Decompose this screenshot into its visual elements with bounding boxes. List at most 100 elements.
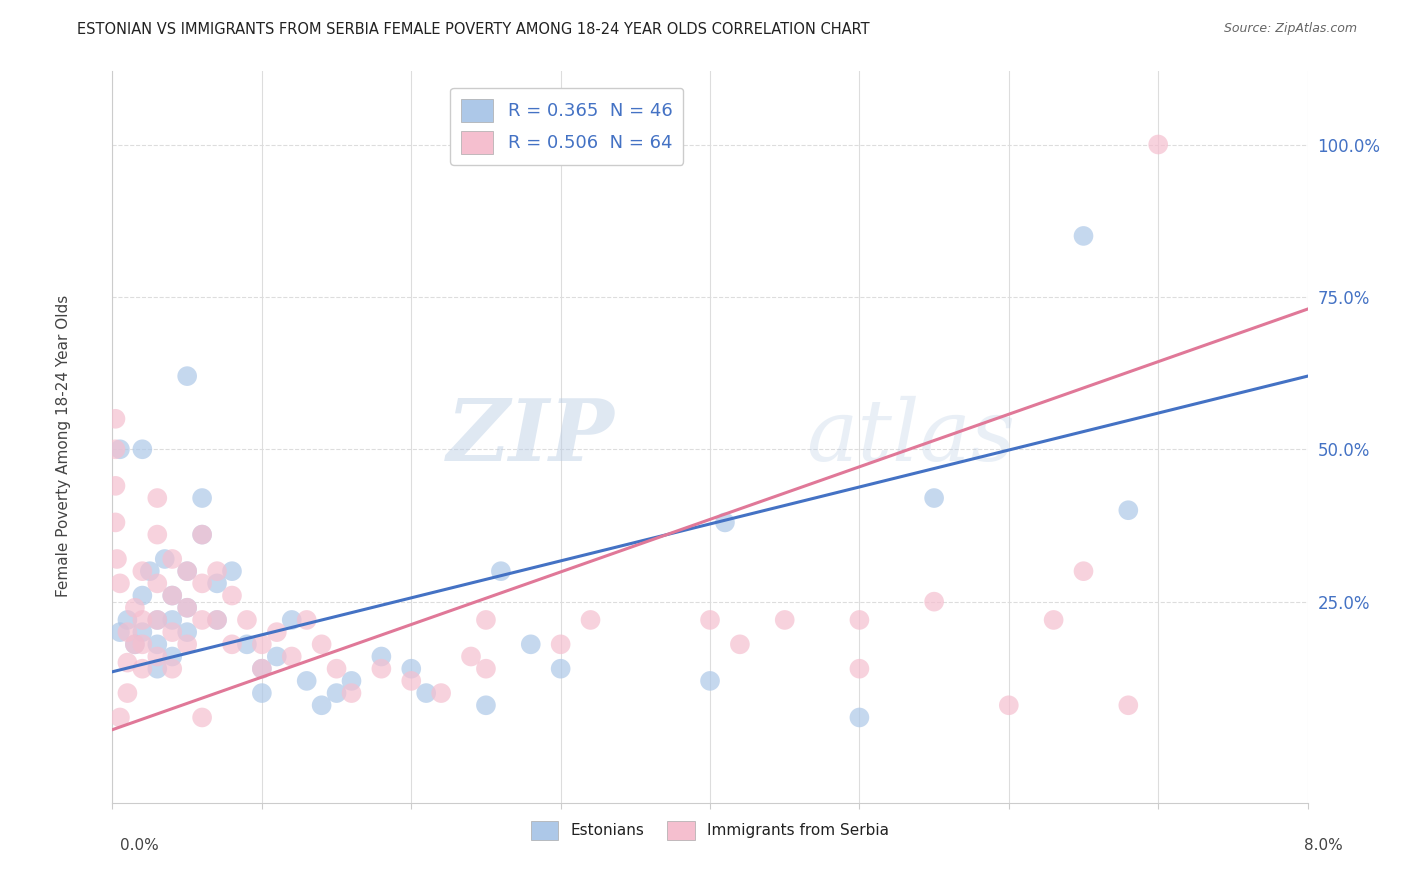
Point [117,613,139,627]
Point [139,564,162,578]
Point [699,673,721,688]
Point [124,600,146,615]
Point [250,686,273,700]
Point [146,527,169,541]
Point [281,649,304,664]
Point [162,662,183,676]
Point [401,662,423,676]
Point [475,698,498,713]
Point [475,613,498,627]
Point [1118,698,1140,713]
Point [221,589,243,603]
Point [108,710,131,724]
Point [266,625,288,640]
Point [340,686,363,700]
Point [162,625,183,640]
Point [221,637,243,651]
Text: ZIP: ZIP [447,395,614,479]
Point [124,637,146,651]
Text: ESTONIAN VS IMMIGRANTS FROM SERBIA FEMALE POVERTY AMONG 18-24 YEAR OLDS CORRELAT: ESTONIAN VS IMMIGRANTS FROM SERBIA FEMAL… [77,22,870,37]
Point [191,491,214,505]
Point [176,637,198,651]
Point [153,552,176,566]
Point [250,637,273,651]
Point [922,491,945,505]
Point [340,673,363,688]
Point [131,589,153,603]
Text: 0.0%: 0.0% [120,838,159,854]
Point [162,552,183,566]
Point [205,564,228,578]
Point [1073,564,1095,578]
Point [370,649,392,664]
Text: 8.0%: 8.0% [1303,838,1343,854]
Point [131,662,153,676]
Point [104,442,127,457]
Point [295,613,318,627]
Point [108,442,131,457]
Point [131,625,153,640]
Point [191,613,214,627]
Point [124,637,146,651]
Point [489,564,512,578]
Point [250,662,273,676]
Point [550,637,572,651]
Point [370,662,392,676]
Point [728,637,751,651]
Point [104,479,127,493]
Point [205,576,228,591]
Point [699,613,721,627]
Point [105,552,128,566]
Point [162,613,183,627]
Point [146,613,169,627]
Point [176,600,198,615]
Point [475,662,498,676]
Text: Source: ZipAtlas.com: Source: ZipAtlas.com [1223,22,1357,36]
Point [104,516,127,530]
Point [162,589,183,603]
Point [579,613,602,627]
Point [191,527,214,541]
Point [162,589,183,603]
Point [325,662,347,676]
Point [266,649,288,664]
Point [131,564,153,578]
Point [236,637,259,651]
Point [176,564,198,578]
Point [250,662,273,676]
Point [146,637,169,651]
Point [176,369,198,384]
Point [1147,137,1170,152]
Point [146,613,169,627]
Point [295,673,318,688]
Point [117,656,139,670]
Point [281,613,304,627]
Point [550,662,572,676]
Point [311,637,333,651]
Point [1073,229,1095,244]
Point [117,686,139,700]
Point [998,698,1021,713]
Point [108,625,131,640]
Point [848,613,870,627]
Text: atlas: atlas [806,396,1015,478]
Point [430,686,453,700]
Point [146,662,169,676]
Point [146,649,169,664]
Legend: Estonians, Immigrants from Serbia: Estonians, Immigrants from Serbia [524,814,896,847]
Point [131,637,153,651]
Point [205,613,228,627]
Point [1042,613,1064,627]
Point [460,649,482,664]
Point [848,710,870,724]
Point [131,442,153,457]
Point [401,673,423,688]
Point [311,698,333,713]
Point [221,564,243,578]
Point [415,686,437,700]
Point [848,662,870,676]
Point [117,625,139,640]
Point [131,613,153,627]
Point [325,686,347,700]
Point [922,594,945,608]
